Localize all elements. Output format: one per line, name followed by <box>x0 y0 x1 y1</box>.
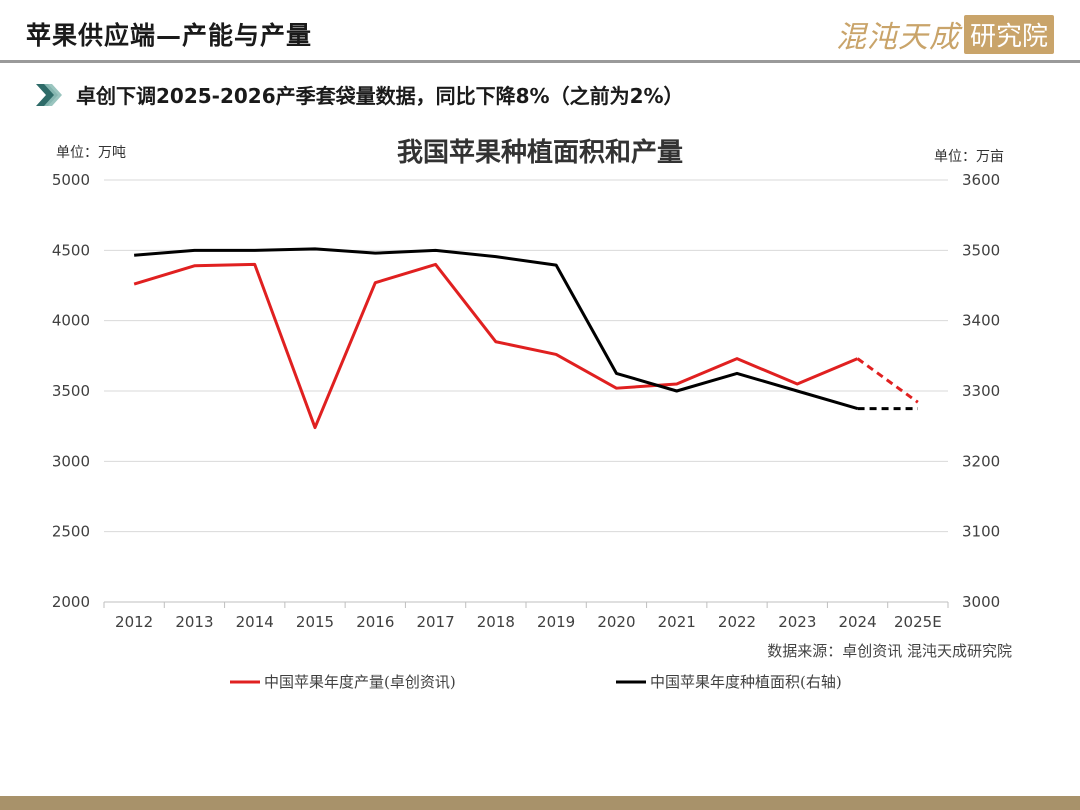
y-left-tick-label: 3500 <box>52 382 90 400</box>
y-left-tick-label: 4000 <box>52 312 90 330</box>
grid-lines <box>104 179 948 603</box>
x-tick-label: 2012 <box>115 613 153 631</box>
y-right-tick-label: 3300 <box>962 382 1000 400</box>
subtitle-text: 卓创下调2025-2026产季套袋量数据，同比下降8%（之前为2%） <box>76 84 684 108</box>
y-left-tick-label: 5000 <box>52 171 90 189</box>
logo-text: 混沌天成 <box>835 20 960 55</box>
x-tick-label: 2021 <box>658 613 696 631</box>
axes: 2000 2500 3000 3500 4000 4500 5000 3000 3100 3200… <box>52 171 1000 631</box>
chevron-right-icon <box>36 83 62 106</box>
legend-label: 中国苹果年度种植面积(右轴) <box>650 673 842 691</box>
x-tick-label: 2018 <box>477 613 515 631</box>
x-tick-label: 2019 <box>537 613 575 631</box>
y-right-tick-label: 3600 <box>962 171 1000 189</box>
right-axis-unit: 单位：万亩 <box>934 148 1004 165</box>
chart-title: 我国苹果种植面积和产量 <box>397 138 683 168</box>
series-lines <box>133 247 919 430</box>
data-source: 数据来源：卓创资讯 混沌天成研究院 <box>767 642 1012 660</box>
series-line-2 <box>134 247 858 411</box>
legend: 中国苹果年度产量(卓创资讯) 中国苹果年度种植面积(右轴) <box>230 673 842 691</box>
x-tick-label: 2025E <box>894 613 942 631</box>
x-tick-label: 2015 <box>296 613 334 631</box>
subtitle-row: 卓创下调2025-2026产季套袋量数据，同比下降8%（之前为2%） <box>34 80 684 109</box>
series-line-1 <box>133 262 859 430</box>
y-right-tick-label: 3500 <box>962 241 1000 259</box>
legend-label: 中国苹果年度产量(卓创资讯) <box>264 673 456 691</box>
left-axis-unit: 单位：万吨 <box>56 145 126 161</box>
x-tick-label: 2024 <box>838 613 876 631</box>
y-left-tick-label: 3000 <box>52 452 90 470</box>
y-left-tick-label: 2000 <box>52 593 90 611</box>
company-logo: 混沌天成 研究院 <box>836 12 1054 56</box>
series-forecast-line-1 <box>856 357 919 404</box>
x-tick-label: 2013 <box>175 613 213 631</box>
slide-title: 苹果供应端—产能与产量 <box>26 21 313 50</box>
x-tick-label: 2014 <box>236 613 274 631</box>
x-tick-label: 2020 <box>597 613 635 631</box>
x-tick-label: 2017 <box>416 613 454 631</box>
y-right-tick-label: 3000 <box>962 593 1000 611</box>
x-tick-label: 2022 <box>718 613 756 631</box>
x-tick-label: 2023 <box>778 613 816 631</box>
header-divider <box>0 60 1080 63</box>
y-right-tick-label: 3100 <box>962 523 1000 541</box>
x-tick-label: 2016 <box>356 613 394 631</box>
y-right-tick-label: 3200 <box>962 452 1000 470</box>
y-left-tick-label: 2500 <box>52 523 90 541</box>
logo-box: 研究院 <box>963 14 1054 54</box>
footer-bar <box>0 796 1080 810</box>
y-left-tick-label: 4500 <box>52 241 90 259</box>
line-chart: 我国苹果种植面积和产量 单位：万吨 单位：万亩 2000 2500 3000 3500… <box>52 138 1012 691</box>
y-right-tick-label: 3400 <box>962 312 1000 330</box>
